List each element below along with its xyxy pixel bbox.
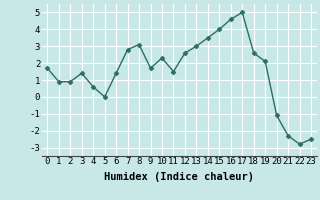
X-axis label: Humidex (Indice chaleur): Humidex (Indice chaleur) bbox=[104, 172, 254, 182]
